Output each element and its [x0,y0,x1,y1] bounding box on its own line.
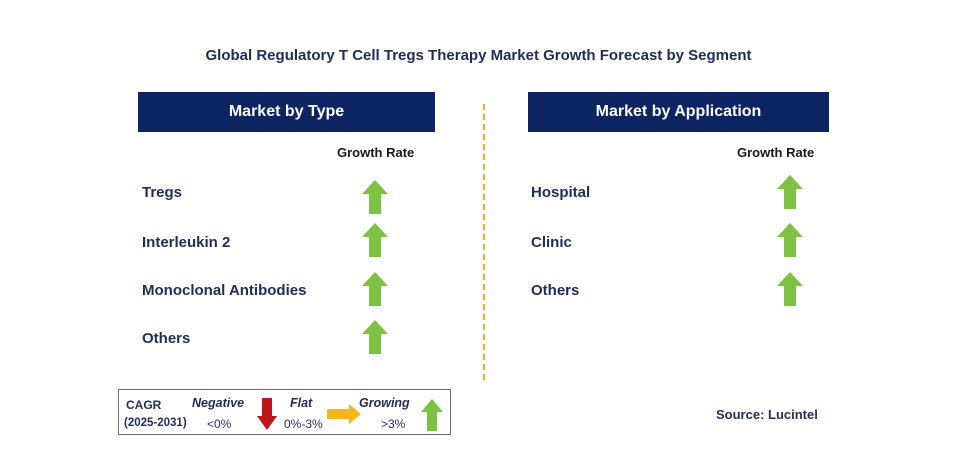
growing-arrow-icon [362,223,388,257]
legend-flat-range: 0%-3% [284,417,323,431]
growing-arrow-icon [362,180,388,214]
legend-growing-label: Growing [359,396,410,410]
type-growth-rate-label: Growth Rate [337,145,415,160]
cagr-legend: CAGR (2025-2031) Negative <0% Flat 0%-3%… [118,389,451,435]
market-by-application-header: Market by Application [528,92,829,132]
legend-period: (2025-2031) [124,417,187,429]
growing-arrow-icon [777,223,803,257]
growing-arrow-icon [421,399,443,431]
legend-cagr-label: CAGR [126,398,162,412]
type-item-label: Interleukin 2 [142,234,231,251]
legend-negative-label: Negative [192,396,245,410]
chart-title: Global Regulatory T Cell Tregs Therapy M… [205,47,752,64]
legend-negative-range: <0% [207,417,232,431]
legend-flat-label: Flat [290,396,313,410]
type-item-label: Tregs [142,184,183,201]
negative-arrow-icon [257,398,277,430]
growing-arrow-icon [362,320,388,354]
market-by-type-header: Market by Type [138,92,435,132]
panel-divider [483,104,485,380]
legend-growing-range: >3% [381,417,406,431]
flat-arrow-icon [327,404,361,424]
application-item-label: Hospital [531,184,591,201]
type-item-label: Others [142,330,191,347]
application-growth-rate-label: Growth Rate [737,145,815,160]
growing-arrow-icon [777,272,803,306]
growing-arrow-icon [777,175,803,209]
growing-arrow-icon [362,272,388,306]
application-item-label: Others [531,282,580,299]
source-label: Source: Lucintel [716,407,818,422]
application-item-label: Clinic [531,234,572,251]
type-item-label: Monoclonal Antibodies [142,282,307,299]
